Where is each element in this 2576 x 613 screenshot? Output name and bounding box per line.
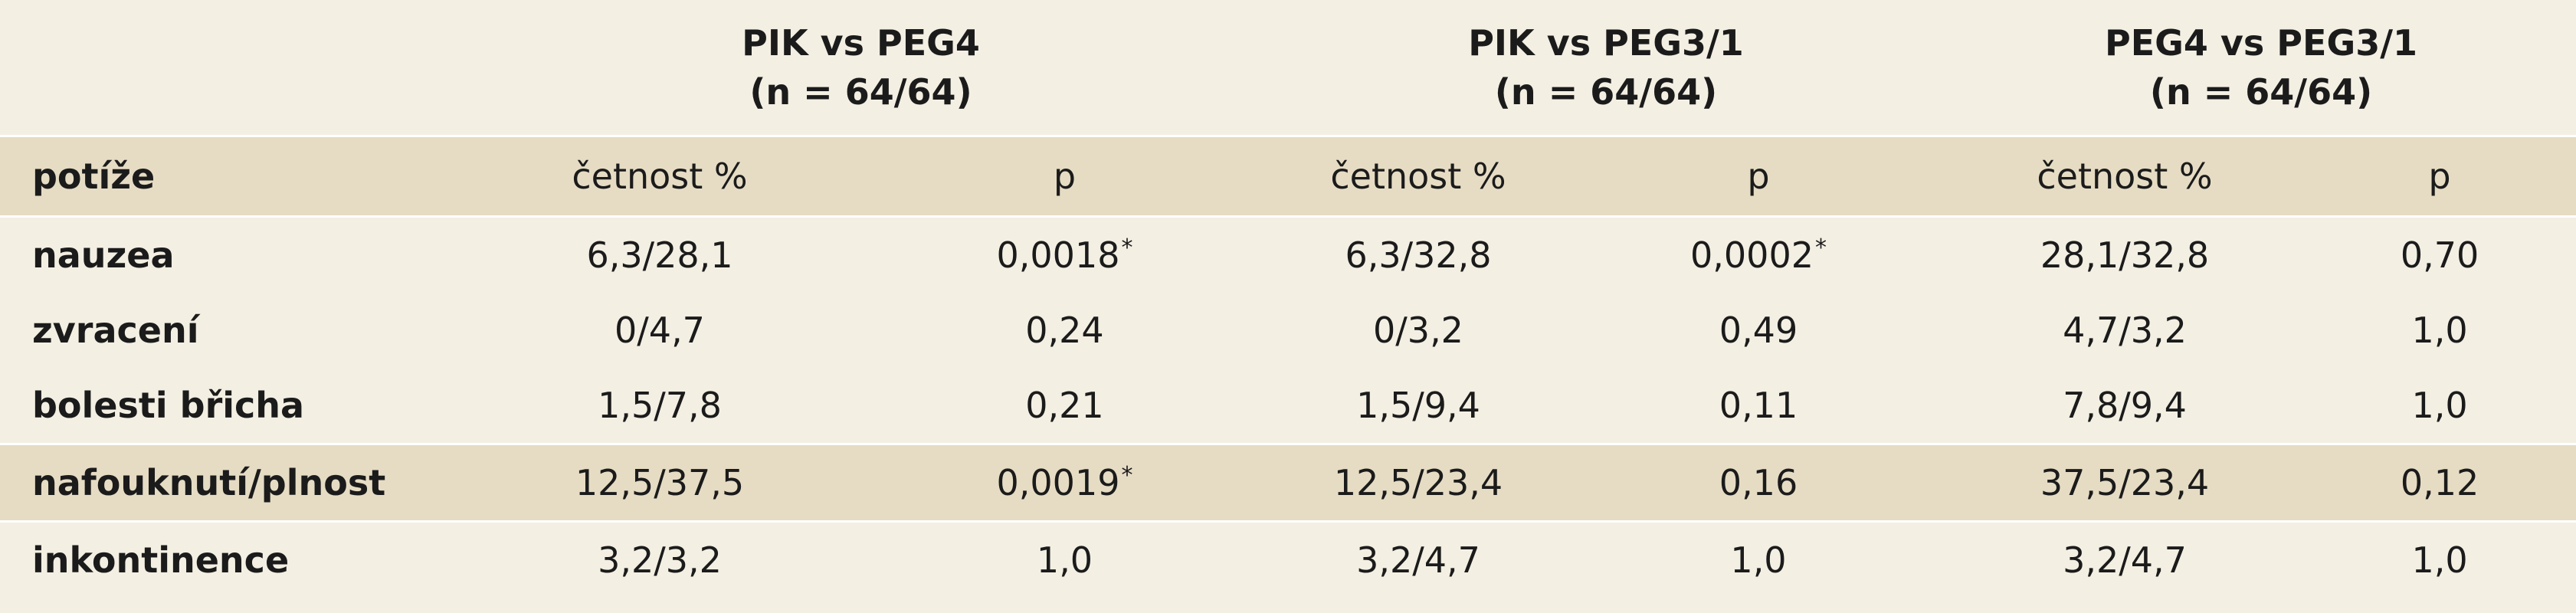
cell-value: 0/4,7	[615, 310, 705, 351]
frequency-cell: 6,3/28,1	[456, 217, 864, 293]
column-header-p: p	[2303, 135, 2576, 218]
cell-value: 6,3/32,8	[1345, 234, 1492, 276]
frequency-cell: 3,2/4,7	[1266, 522, 1571, 598]
cell-value: 6,3/28,1	[586, 234, 733, 276]
significance-marker: *	[1121, 462, 1133, 489]
p-value-cell: 1,0	[2303, 293, 2576, 368]
group-title: PIK vs PEG3/1	[1468, 22, 1744, 64]
group-header-row: PIK vs PEG4 (n = 64/64) PIK vs PEG3/1 (n…	[0, 0, 2576, 136]
p-value-cell: 0,24	[864, 293, 1266, 368]
cell-value: 0,11	[1719, 385, 1798, 426]
frequency-cell: 3,2/4,7	[1946, 522, 2303, 598]
column-header-frequency: četnost %	[1946, 135, 2304, 218]
group-title: PIK vs PEG4	[742, 22, 980, 64]
cell-value: 0,21	[1025, 385, 1104, 426]
column-header-row: potíže četnost % p četnost % p četnost %…	[0, 135, 2576, 218]
cell-value: 0,0019	[996, 462, 1120, 503]
group-sample-size: (n = 64/64)	[749, 71, 972, 113]
cell-value: 0/3,2	[1373, 310, 1463, 351]
frequency-cell: 0/3,2	[1266, 293, 1571, 368]
group-header: PIK vs PEG4 (n = 64/64)	[456, 0, 1266, 136]
cell-value: 3,2/3,2	[598, 539, 722, 581]
row-label: inkontinence	[32, 539, 290, 581]
cell-value: 28,1/32,8	[2040, 234, 2210, 276]
row-label: zvracení	[32, 310, 199, 351]
cell-value: 1,0	[2411, 310, 2468, 351]
group-header: PEG4 vs PEG3/1 (n = 64/64)	[1946, 0, 2576, 136]
cell-value: 4,7/3,2	[2063, 310, 2187, 351]
p-value-cell: 0,0019*	[864, 443, 1266, 523]
frequency-cell: 1,5/9,4	[1266, 368, 1571, 444]
p-value-cell: 0,12	[2303, 443, 2576, 523]
group-header-spacer	[0, 0, 456, 136]
group-title: PEG4 vs PEG3/1	[2105, 22, 2418, 64]
cell-value: 1,0	[1730, 539, 1787, 581]
frequency-cell: 4,7/3,2	[1946, 293, 2303, 368]
frequency-cell: 37,5/23,4	[1946, 443, 2304, 523]
frequency-cell: 12,5/23,4	[1266, 443, 1571, 523]
column-header-p: p	[1571, 135, 1947, 218]
cell-value: 1,5/7,8	[598, 385, 722, 426]
frequency-cell: 3,2/3,2	[456, 522, 864, 598]
column-header-frequency: četnost %	[456, 135, 864, 218]
frequency-cell: 7,8/9,4	[1946, 368, 2303, 444]
p-value-cell: 0,70	[2303, 217, 2576, 293]
frequency-cell: 0/4,7	[456, 293, 864, 368]
cell-value: 1,0	[2411, 385, 2468, 426]
table-row: nauzea 6,3/28,1 0,0018* 6,3/32,8 0,0002*…	[0, 217, 2576, 293]
p-value-cell: 0,0018*	[864, 217, 1266, 293]
frequency-cell: 6,3/32,8	[1266, 217, 1571, 293]
frequency-cell: 28,1/32,8	[1946, 217, 2303, 293]
p-value-cell: 0,49	[1571, 293, 1946, 368]
cell-value: 3,2/4,7	[2063, 539, 2187, 581]
frequency-cell: 1,5/7,8	[456, 368, 864, 444]
cell-value: 0,70	[2400, 234, 2479, 276]
column-header-frequency: četnost %	[1266, 135, 1571, 218]
table-row: inkontinence 3,2/3,2 1,0 3,2/4,7 1,0 3,2…	[0, 522, 2576, 598]
p-value-cell: 0,16	[1571, 443, 1947, 523]
cell-value: 0,0018	[996, 234, 1120, 276]
significance-marker: *	[1121, 234, 1133, 261]
cell-value: 12,5/23,4	[1333, 462, 1503, 503]
cell-value: 0,12	[2400, 462, 2479, 503]
column-header-p: p	[864, 135, 1266, 218]
cell-value: 7,8/9,4	[2063, 385, 2187, 426]
cell-value: 0,24	[1025, 310, 1104, 351]
cell-value: 12,5/37,5	[575, 462, 745, 503]
frequency-cell: 12,5/37,5	[456, 443, 864, 523]
table-row: zvracení 0/4,7 0,24 0/3,2 0,49 4,7/3,2 1…	[0, 293, 2576, 368]
p-value-cell: 1,0	[864, 522, 1266, 598]
cell-value: 0,49	[1719, 310, 1798, 351]
cell-value: 1,0	[2411, 539, 2468, 581]
group-header: PIK vs PEG3/1 (n = 64/64)	[1266, 0, 1947, 136]
cell-value: 3,2/4,7	[1356, 539, 1480, 581]
row-label: nafouknutí/plnost	[0, 443, 456, 523]
row-label: bolesti břicha	[32, 385, 305, 426]
column-header-complaints: potíže	[0, 135, 456, 218]
p-value-cell: 1,0	[2303, 522, 2576, 598]
complaints-table: PIK vs PEG4 (n = 64/64) PIK vs PEG3/1 (n…	[0, 0, 2576, 598]
significance-marker: *	[1814, 234, 1827, 261]
table-row: bolesti břicha 1,5/7,8 0,21 1,5/9,4 0,11…	[0, 368, 2576, 444]
cell-value: 1,0	[1036, 539, 1093, 581]
p-value-cell: 1,0	[2303, 368, 2576, 444]
cell-value: 37,5/23,4	[2040, 462, 2210, 503]
group-sample-size: (n = 64/64)	[2149, 71, 2373, 113]
p-value-cell: 0,21	[864, 368, 1266, 444]
group-sample-size: (n = 64/64)	[1494, 71, 1718, 113]
cell-value: 0,16	[1719, 462, 1798, 503]
row-label: nauzea	[32, 234, 175, 276]
table-row: nafouknutí/plnost 12,5/37,5 0,0019* 12,5…	[0, 443, 2576, 523]
cell-value: 0,0002	[1690, 234, 1814, 276]
p-value-cell: 0,11	[1571, 368, 1946, 444]
p-value-cell: 1,0	[1571, 522, 1946, 598]
p-value-cell: 0,0002*	[1571, 217, 1946, 293]
cell-value: 1,5/9,4	[1356, 385, 1480, 426]
